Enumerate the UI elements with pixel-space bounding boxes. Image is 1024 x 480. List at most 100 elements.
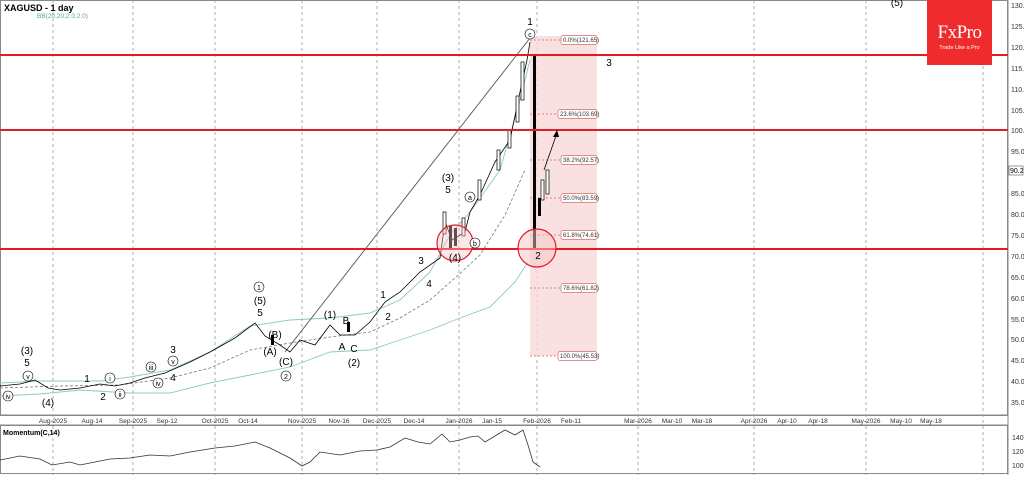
svg-text:Apr-10: Apr-10 [777, 418, 797, 425]
svg-text:35.00: 35.00 [1011, 400, 1024, 407]
svg-text:c: c [528, 32, 532, 39]
svg-text:v: v [26, 374, 30, 381]
svg-text:(3): (3) [21, 346, 33, 357]
svg-text:iv: iv [155, 381, 161, 388]
svg-text:May-10: May-10 [890, 418, 912, 425]
svg-text:60.00: 60.00 [1011, 296, 1024, 303]
svg-text:2: 2 [535, 251, 541, 262]
svg-text:2: 2 [100, 392, 106, 403]
date-axis: Aug-2025 Aug-14 Sep-2025 Sep-12 Oct-2025 Oc… [39, 418, 942, 425]
svg-text:Aug-14: Aug-14 [82, 418, 103, 425]
svg-text:100.00: 100.00 [1011, 128, 1024, 135]
svg-text:(4): (4) [449, 253, 461, 264]
momentum-line [0, 429, 541, 468]
svg-text:May-18: May-18 [920, 418, 942, 425]
svg-text:45.00: 45.00 [1011, 358, 1024, 365]
svg-text:1: 1 [380, 290, 386, 301]
svg-text:110.00: 110.00 [1011, 87, 1024, 94]
svg-text:May-2026: May-2026 [852, 418, 881, 425]
chart-title: XAGUSD - 1 day [4, 3, 74, 13]
svg-text:23.6%(103.69): 23.6%(103.69) [560, 112, 599, 118]
svg-text:125.00: 125.00 [1011, 24, 1024, 31]
svg-text:Aug-2025: Aug-2025 [39, 418, 68, 425]
svg-text:Mar-10: Mar-10 [662, 418, 683, 425]
svg-text:38.2%(92.57): 38.2%(92.57) [563, 158, 599, 164]
svg-text:105.00: 105.00 [1011, 108, 1024, 115]
svg-text:b: b [473, 241, 477, 248]
svg-text:(3): (3) [442, 173, 454, 184]
svg-text:4: 4 [426, 279, 432, 290]
vertical-grid [52, 0, 984, 475]
svg-text:(B): (B) [268, 330, 281, 341]
svg-text:(5): (5) [254, 296, 266, 307]
svg-text:A: A [339, 342, 346, 353]
svg-text:120.00: 120.00 [1011, 45, 1024, 52]
svg-text:2: 2 [284, 374, 288, 381]
svg-text:Sep-12: Sep-12 [157, 418, 178, 425]
svg-text:Feb-2026: Feb-2026 [523, 418, 551, 425]
svg-text:1: 1 [527, 17, 533, 28]
svg-text:75.00: 75.00 [1011, 233, 1024, 240]
svg-text:120.00: 120.00 [1012, 449, 1024, 456]
svg-text:130.00: 130.00 [1011, 3, 1024, 10]
svg-text:65.00: 65.00 [1011, 275, 1024, 282]
svg-text:Mar-2026: Mar-2026 [624, 418, 652, 425]
svg-text:iii: iii [149, 365, 154, 372]
svg-text:100.0%(45.53): 100.0%(45.53) [560, 354, 599, 360]
svg-text:Dec-14: Dec-14 [404, 418, 425, 425]
svg-text:(C): (C) [279, 357, 293, 368]
svg-text:ii: ii [118, 392, 122, 399]
svg-text:140.00: 140.00 [1012, 435, 1024, 442]
fxpro-logo: FxPro Trade Like a Pro [927, 0, 992, 65]
svg-text:70.00: 70.00 [1011, 254, 1024, 261]
svg-text:C: C [350, 344, 357, 355]
svg-text:(4): (4) [42, 398, 54, 409]
svg-text:Dec-2025: Dec-2025 [363, 418, 392, 425]
fibonacci-labels: 0.0%(121.65) 23.6%(103.69) 38.2%(92.57) … [557, 35, 599, 361]
svg-text:2: 2 [385, 312, 391, 323]
svg-text:115.00: 115.00 [1011, 66, 1024, 73]
svg-text:1: 1 [257, 285, 261, 292]
svg-text:Apr-2026: Apr-2026 [741, 418, 768, 425]
svg-text:3: 3 [606, 58, 612, 69]
svg-text:v: v [171, 359, 175, 366]
svg-text:5: 5 [257, 308, 263, 319]
svg-text:(A): (A) [263, 347, 276, 358]
price-axis: 130.00 125.00 120.00 115.00 110.00 105.00 10… [1011, 3, 1024, 407]
svg-text:Apr-18: Apr-18 [808, 418, 828, 425]
svg-text:Jan-15: Jan-15 [482, 418, 502, 425]
svg-text:Feb-11: Feb-11 [561, 418, 581, 425]
svg-text:B: B [343, 316, 350, 327]
wave-labels: (3)5 (4) 12 43 5(5) (A)(B)(C) (1)B A C(2)… [21, 0, 903, 409]
key-levels [0, 54, 1008, 250]
highlight-circle-wave2 [517, 228, 557, 268]
svg-text:5: 5 [445, 185, 451, 196]
current-price-tag: 90.22 [1008, 165, 1024, 176]
svg-text:Nov-16: Nov-16 [329, 418, 350, 425]
svg-text:(5): (5) [891, 0, 903, 9]
svg-text:Oct-14: Oct-14 [238, 418, 258, 425]
svg-text:5: 5 [24, 358, 30, 369]
svg-text:50.0%(83.59): 50.0%(83.59) [563, 196, 599, 202]
logo-name: FxPro [937, 22, 982, 43]
svg-text:50.00: 50.00 [1011, 337, 1024, 344]
svg-text:90.22: 90.22 [1010, 168, 1024, 175]
arrow-up-icon [553, 130, 559, 137]
svg-text:3: 3 [170, 345, 176, 356]
svg-text:4: 4 [170, 373, 176, 384]
svg-text:a: a [468, 195, 472, 202]
svg-text:1: 1 [84, 374, 90, 385]
svg-text:(2): (2) [348, 358, 360, 369]
svg-text:3: 3 [418, 256, 424, 267]
momentum-label: Momentum(C,14) [3, 430, 60, 437]
svg-text:(1): (1) [324, 310, 336, 321]
svg-text:Jan-2026: Jan-2026 [445, 418, 472, 425]
logo-tagline: Trade Like a Pro [939, 45, 980, 51]
momentum-axis: 140.00 120.00 100.00 [1012, 435, 1024, 470]
svg-text:61.8%(74.61): 61.8%(74.61) [563, 233, 599, 239]
svg-text:0.0%(121.65): 0.0%(121.65) [563, 38, 599, 44]
svg-text:85.00: 85.00 [1011, 191, 1024, 198]
svg-text:80.00: 80.00 [1011, 212, 1024, 219]
